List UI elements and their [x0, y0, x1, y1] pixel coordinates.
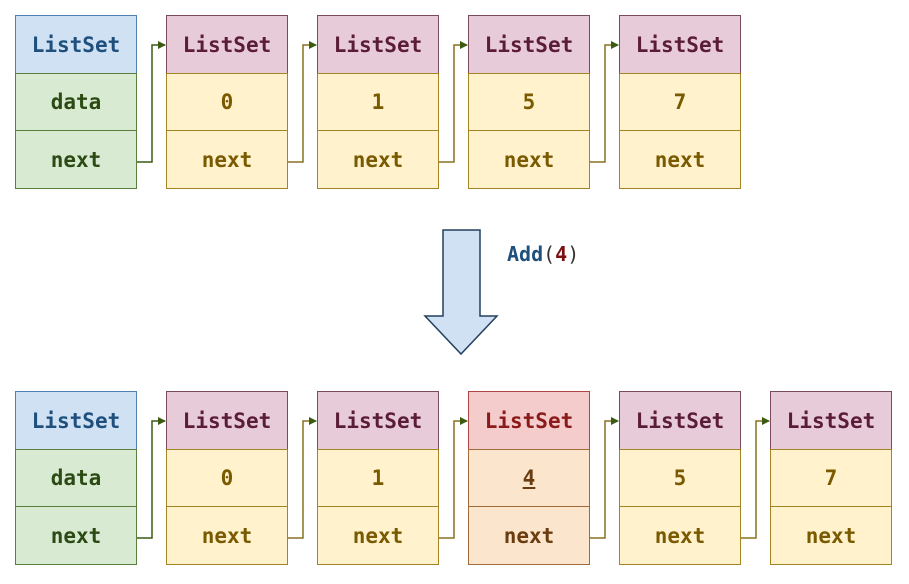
- node-title: ListSet: [166, 15, 288, 74]
- transform-arrow: [423, 229, 499, 356]
- node-title: ListSet: [770, 391, 892, 450]
- node-value: 5: [468, 72, 590, 132]
- list-node: ListSet 0 next: [166, 391, 288, 565]
- node-next-label: next: [15, 506, 137, 565]
- new-list-node: ListSet 4 next: [468, 391, 590, 565]
- list-node: ListSet 5 next: [468, 15, 590, 189]
- node-value: 4: [468, 448, 590, 508]
- next-link: [137, 417, 166, 539]
- head-node-after: ListSet data next: [15, 391, 137, 565]
- next-link: [590, 41, 619, 163]
- node-next-label: next: [468, 130, 590, 189]
- operation-open-paren: (: [543, 242, 556, 266]
- node-next-label: next: [317, 130, 439, 189]
- operation-argument: 4: [555, 242, 568, 266]
- node-next-label: next: [166, 130, 288, 189]
- node-value: 1: [317, 448, 439, 508]
- head-node-before: ListSet data next: [15, 15, 137, 189]
- node-title: ListSet: [15, 391, 137, 450]
- node-data-label: data: [15, 448, 137, 508]
- list-node: ListSet 1 next: [317, 391, 439, 565]
- next-link: [741, 417, 770, 539]
- node-next-label: next: [770, 506, 892, 565]
- node-title: ListSet: [619, 15, 741, 74]
- node-value: 0: [166, 72, 288, 132]
- node-next-label: next: [619, 130, 741, 189]
- next-link: [439, 417, 468, 539]
- operation-name: Add: [507, 242, 544, 266]
- next-link: [288, 417, 317, 539]
- node-data-label: data: [15, 72, 137, 132]
- node-next-label: next: [166, 506, 288, 565]
- node-next-label: next: [619, 506, 741, 565]
- node-next-label: next: [317, 506, 439, 565]
- list-node: ListSet 7 next: [619, 15, 741, 189]
- node-value: 1: [317, 72, 439, 132]
- node-value: 7: [770, 448, 892, 508]
- node-value: 7: [619, 72, 741, 132]
- node-title: ListSet: [166, 391, 288, 450]
- next-link: [439, 41, 468, 163]
- node-title: ListSet: [317, 391, 439, 450]
- node-value: 0: [166, 448, 288, 508]
- node-value: 5: [619, 448, 741, 508]
- node-next-label: next: [468, 506, 590, 565]
- node-title: ListSet: [619, 391, 741, 450]
- operation-label: Add(4): [507, 242, 579, 266]
- list-node: ListSet 5 next: [619, 391, 741, 565]
- node-title: ListSet: [317, 15, 439, 74]
- next-link: [590, 417, 619, 539]
- list-node: ListSet 7 next: [770, 391, 892, 565]
- operation-close-paren: ): [567, 242, 580, 266]
- node-next-label: next: [15, 130, 137, 189]
- node-title: ListSet: [468, 391, 590, 450]
- list-node: ListSet 0 next: [166, 15, 288, 189]
- node-title: ListSet: [468, 15, 590, 74]
- node-title: ListSet: [15, 15, 137, 74]
- list-node: ListSet 1 next: [317, 15, 439, 189]
- next-link: [288, 41, 317, 163]
- inserted-value: 4: [522, 466, 536, 490]
- next-link: [137, 41, 166, 163]
